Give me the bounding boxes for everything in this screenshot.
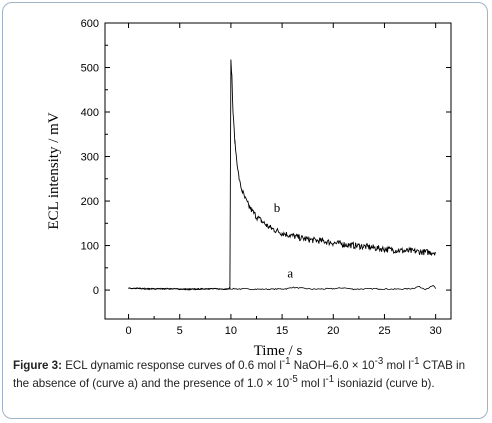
caption-sup: -3: [374, 356, 384, 367]
x-tick-label: 25: [378, 325, 390, 337]
x-tick-label: 20: [327, 325, 339, 337]
x-axis-title: Time / s: [254, 343, 303, 359]
caption-text: ECL dynamic response curves of 0.6 mol l: [61, 358, 282, 372]
series-line-a: [128, 285, 436, 291]
caption-text: NaOH–6.0 × 10: [290, 358, 375, 372]
caption-label: Figure 3:: [13, 358, 62, 372]
caption-text: CTAB in the absence of (curve a) and the…: [13, 358, 466, 391]
x-tick-label: 5: [177, 325, 183, 337]
figure-caption: Figure 3: ECL dynamic response curves of…: [13, 355, 483, 392]
y-tick-label: 200: [81, 196, 99, 208]
axes-layer: [104, 22, 452, 320]
y-tick-label: 300: [81, 152, 99, 164]
x-tick-label: 30: [430, 325, 442, 337]
curve-label-a: a: [287, 266, 293, 281]
y-tick-label: 500: [81, 63, 99, 75]
caption-text: mol l: [383, 358, 411, 372]
y-tick-label: 100: [81, 241, 99, 253]
caption-sup: -5: [289, 374, 298, 386]
caption-sup: -1: [281, 356, 291, 367]
x-tick-label: 15: [276, 325, 288, 337]
series-line-b: [128, 59, 436, 291]
caption-sup: -1: [410, 356, 420, 367]
caption-sup: -1: [325, 374, 335, 386]
caption-text: isoniazid (curve b).: [334, 377, 435, 391]
x-tick-label: 0: [125, 325, 131, 337]
y-tick-label: 400: [81, 107, 99, 119]
y-tick-label: 0: [93, 285, 99, 297]
curves-layer: [128, 59, 436, 291]
curve-label-b: b: [274, 200, 281, 215]
y-tick-label: 600: [81, 18, 99, 30]
caption-text: mol l: [297, 377, 326, 391]
y-axis-title: ECL intensity / mV: [46, 112, 62, 230]
x-tick-label: 10: [225, 325, 237, 337]
plot-frame: [104, 22, 452, 320]
